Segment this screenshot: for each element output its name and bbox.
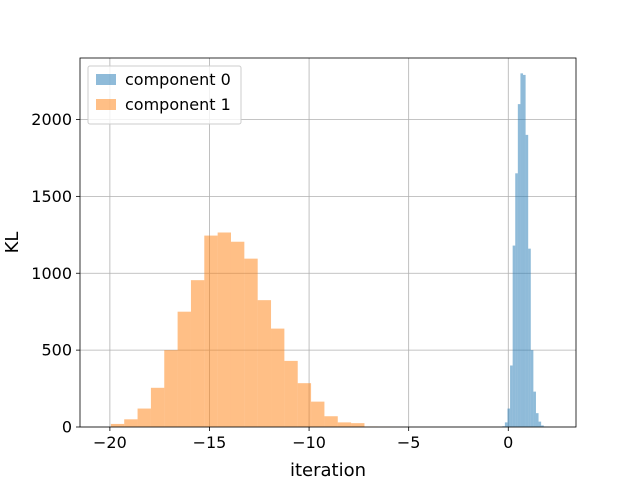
histogram-bar-component-0 bbox=[507, 408, 511, 427]
y-tick-label: 0 bbox=[62, 418, 72, 437]
y-tick-label: 1000 bbox=[31, 264, 72, 283]
histogram-bar-component-0 bbox=[520, 73, 524, 427]
histogram-bar-component-0 bbox=[504, 422, 508, 427]
histogram-bar-component-1 bbox=[324, 416, 338, 427]
histogram-bar-component-1 bbox=[177, 311, 191, 427]
y-tick-label: 2000 bbox=[31, 110, 72, 129]
x-tick-label: −15 bbox=[193, 433, 227, 452]
histogram-bar-component-0 bbox=[538, 421, 542, 427]
y-axis-label: KL bbox=[2, 232, 23, 254]
histogram-bar-component-1 bbox=[284, 360, 298, 427]
histogram-bar-component-0 bbox=[535, 413, 539, 427]
histogram-bar-component-1 bbox=[217, 232, 231, 427]
histogram-bar-component-1 bbox=[230, 241, 245, 427]
legend: component 0 component 1 bbox=[87, 65, 242, 125]
histogram-bar-component-0 bbox=[530, 350, 534, 427]
histogram-bar-component-0 bbox=[533, 391, 536, 427]
legend-box bbox=[87, 65, 242, 125]
histogram-bar-component-1 bbox=[337, 422, 352, 427]
histogram-bar-component-1 bbox=[150, 387, 165, 427]
histogram-bar-component-0 bbox=[515, 173, 518, 427]
histogram-bar-component-1 bbox=[297, 383, 312, 427]
plot-frame bbox=[79, 57, 577, 428]
y-tick-label: 500 bbox=[41, 341, 72, 360]
histogram-bar-component-1 bbox=[164, 350, 178, 427]
histogram-bar-component-0 bbox=[525, 134, 529, 427]
histogram-bar-component-0 bbox=[512, 245, 516, 427]
x-tick-label: −20 bbox=[93, 433, 127, 452]
x-tick-label: 0 bbox=[503, 433, 513, 452]
histogram-bar-component-1 bbox=[124, 419, 138, 427]
histogram-bar-component-1 bbox=[271, 328, 285, 427]
histogram-bar-component-0 bbox=[528, 248, 531, 427]
histogram-bar-component-0 bbox=[523, 74, 526, 427]
axis-ticks: −20 −15 −10 −5 0 0 500 1000 1500 2000 bbox=[31, 110, 513, 452]
histogram-bars bbox=[110, 73, 549, 427]
histogram-bar-component-1 bbox=[311, 401, 325, 427]
x-tick-label: −5 bbox=[397, 433, 421, 452]
histogram-bar-component-1 bbox=[190, 280, 205, 427]
histogram-bar-component-1 bbox=[110, 423, 125, 427]
x-axis-label: iteration bbox=[290, 460, 366, 480]
histogram-bar-component-1 bbox=[137, 408, 151, 427]
histogram-bar-component-1 bbox=[257, 300, 272, 427]
histogram-bar-component-1 bbox=[244, 258, 258, 427]
histogram-bar-component-1 bbox=[351, 423, 365, 427]
legend-label-component-1: component 1 bbox=[125, 95, 231, 114]
legend-swatch-component-1 bbox=[96, 99, 116, 110]
x-tick-label: −10 bbox=[292, 433, 326, 452]
histogram-bar-component-0 bbox=[541, 425, 544, 427]
histogram-bar-component-0 bbox=[517, 104, 521, 427]
legend-label-component-0: component 0 bbox=[125, 70, 231, 89]
histogram-bar-component-0 bbox=[510, 365, 513, 427]
y-tick-label: 1500 bbox=[31, 187, 72, 206]
histogram-bar-component-1 bbox=[204, 235, 218, 427]
legend-swatch-component-0 bbox=[96, 74, 116, 85]
